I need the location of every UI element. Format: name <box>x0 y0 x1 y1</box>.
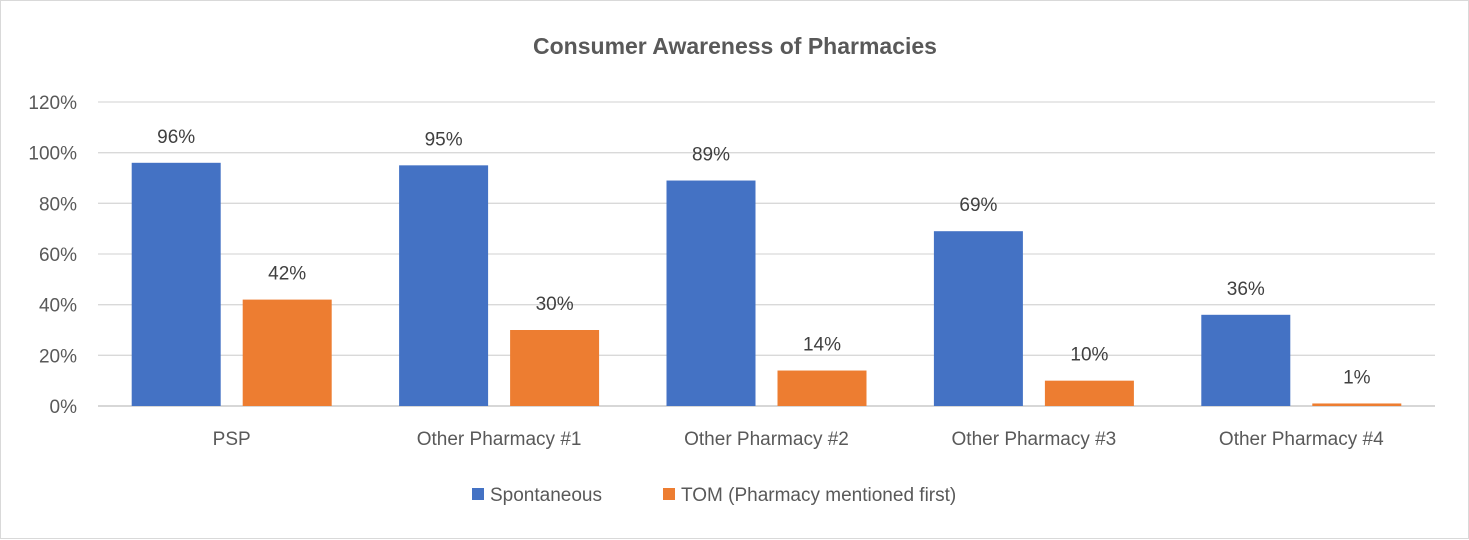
data-label: 42% <box>268 264 306 285</box>
data-label: 36% <box>1227 279 1265 300</box>
y-tick-label: 100% <box>28 144 77 165</box>
data-label: 96% <box>157 127 195 148</box>
y-tick-label: 60% <box>39 245 77 266</box>
bar <box>242 299 332 406</box>
bar <box>1201 314 1291 406</box>
data-label: 95% <box>425 129 463 150</box>
bar <box>1312 403 1402 406</box>
data-label: 10% <box>1070 345 1108 366</box>
y-axis-ticks: 0% 20% 40% 60% 80% 100% 120% <box>28 93 77 418</box>
legend-swatch <box>472 488 484 500</box>
bar <box>510 330 600 406</box>
data-label: 30% <box>536 294 574 315</box>
bar <box>131 162 221 406</box>
legend-label: TOM (Pharmacy mentioned first) <box>681 485 956 506</box>
chart-title: Consumer Awareness of Pharmacies <box>533 33 937 59</box>
y-tick-label: 0% <box>50 397 78 418</box>
y-tick-label: 40% <box>39 296 77 317</box>
y-tick-label: 120% <box>28 93 77 114</box>
legend-swatch <box>663 488 675 500</box>
legend: Spontaneous TOM (Pharmacy mentioned first… <box>472 485 956 506</box>
data-label: 1% <box>1343 367 1371 388</box>
bars <box>131 162 1402 406</box>
data-labels: 96% 42% 95% 30% 89% 14% 69% 10% 36% 1% <box>157 127 1370 389</box>
y-tick-label: 80% <box>39 194 77 215</box>
x-category-label: Other Pharmacy #4 <box>1219 429 1384 450</box>
x-category-label: Other Pharmacy #1 <box>417 429 582 450</box>
x-category-label: PSP <box>213 429 251 450</box>
x-axis-categories: PSP Other Pharmacy #1 Other Pharmacy #2 Oth… <box>213 429 1384 450</box>
data-label: 69% <box>959 195 997 216</box>
data-label: 14% <box>803 335 841 356</box>
bar <box>933 231 1023 406</box>
bar <box>777 370 867 406</box>
x-category-label: Other Pharmacy #3 <box>952 429 1117 450</box>
bar <box>399 165 489 406</box>
x-category-label: Other Pharmacy #2 <box>684 429 849 450</box>
bar <box>1044 380 1134 406</box>
y-tick-label: 20% <box>39 346 77 367</box>
bar <box>666 180 756 406</box>
legend-label: Spontaneous <box>490 485 602 506</box>
data-label: 89% <box>692 145 730 166</box>
